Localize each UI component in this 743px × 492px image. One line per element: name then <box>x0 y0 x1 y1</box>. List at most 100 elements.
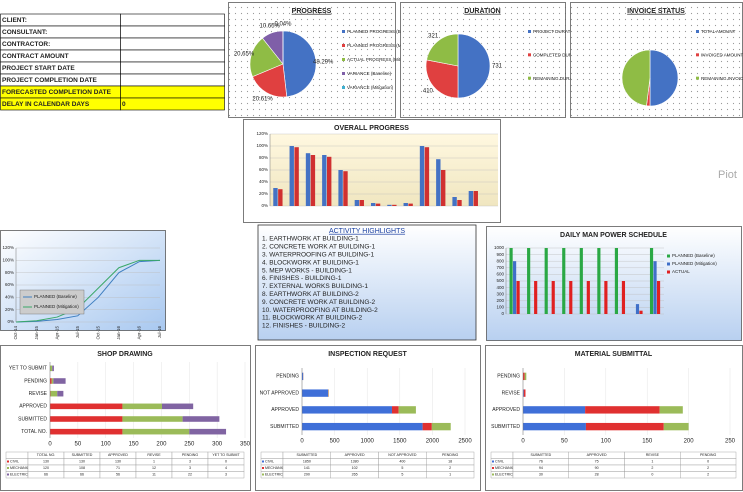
legend-swatch <box>667 262 670 266</box>
bar <box>639 310 643 314</box>
info-label: CONSULTANT: <box>2 29 47 36</box>
bar <box>161 403 194 410</box>
info-label: CONTRACTOR: <box>2 41 50 48</box>
x-tick-label: 100 <box>601 439 612 445</box>
y-tick-label: 1000 <box>494 245 505 250</box>
bar <box>457 200 462 206</box>
table-text: 2 <box>449 466 451 470</box>
x-tick-label: 1000 <box>361 439 375 445</box>
bar <box>656 281 661 314</box>
x-tick-label: Oct-15 <box>95 326 100 340</box>
bar <box>391 406 399 414</box>
bar <box>52 365 54 372</box>
legend-label: INVOICED AMOUNT <box>701 53 743 58</box>
bar <box>375 203 381 206</box>
legend-swatch <box>492 473 494 476</box>
y-tick-label: PENDING <box>497 374 520 380</box>
legend-label: REMAINING DURATION <box>533 76 583 81</box>
bar <box>527 248 531 314</box>
table-text: 94 <box>539 466 543 470</box>
x-tick-label: 2000 <box>426 439 440 445</box>
chart-title: INSPECTION REQUEST <box>328 351 407 358</box>
table-text: 4 <box>225 466 227 470</box>
bar <box>569 281 573 314</box>
table-text: MECHANICAL <box>10 466 34 470</box>
info-value-cell <box>120 37 225 51</box>
bar <box>50 416 123 422</box>
legend-swatch <box>7 473 9 476</box>
bar <box>392 204 397 206</box>
table-text: PENDING <box>442 453 459 457</box>
bar <box>649 248 654 314</box>
table-text: 130 <box>115 460 121 464</box>
info-value-cell <box>120 49 225 63</box>
series-line <box>15 259 160 323</box>
table-text: 90 <box>595 466 599 470</box>
pie-slice <box>282 30 317 98</box>
x-tick-label: 150 <box>129 442 140 448</box>
legend-swatch <box>696 76 699 80</box>
bar <box>424 147 430 206</box>
x-tick-label: 350 <box>240 442 251 448</box>
bar <box>122 428 190 435</box>
info-value-cell <box>120 61 225 75</box>
legend-label: PLANNED (Baseline) <box>672 253 715 258</box>
y-tick-label: 120% <box>2 245 14 250</box>
legend-label: VARIANCE (Baseline) <box>347 71 392 76</box>
legend-swatch <box>262 467 264 469</box>
info-value-cell <box>120 25 225 39</box>
legend-label: ACTUAL PROGRESS (Mitigation) <box>347 57 415 62</box>
bar <box>50 403 123 410</box>
highlight-item: 4. BLOCKWORK AT BUILDING-1 <box>262 259 359 266</box>
table-text: ELECTRICAL <box>265 473 287 477</box>
y-tick-label: 20% <box>259 191 268 196</box>
y-tick-label: 40% <box>259 179 268 184</box>
y-tick-label: 60% <box>5 282 14 287</box>
chart-title: MATERIAL SUBMITTAL <box>575 351 653 358</box>
highlight-item: 11. BLOCKWORK AT BUILDING-2 <box>262 315 362 322</box>
table-text: 2 <box>651 466 653 470</box>
legend-label: ACTUAL <box>672 269 690 274</box>
bar <box>585 406 660 414</box>
table-text: REVISE <box>147 453 161 457</box>
table-text: 0 <box>225 460 227 464</box>
chart-title: DURATION <box>464 8 500 15</box>
table-text: 1380 <box>351 460 359 464</box>
table-text: 30 <box>539 473 543 477</box>
legend-swatch <box>528 76 531 80</box>
table-text: 102 <box>352 466 358 470</box>
table-cell <box>207 471 245 479</box>
table-text: 0 <box>651 473 653 477</box>
table-cell <box>680 471 737 479</box>
table-text: 130 <box>43 460 49 464</box>
x-tick-label: 50 <box>561 439 568 445</box>
table-text: TOTAL NO. <box>37 453 56 457</box>
y-tick-label: YET TO SUBMIT <box>9 366 47 372</box>
y-tick-label: PENDING <box>24 378 47 384</box>
table-cell <box>260 451 284 459</box>
y-tick-label: 40% <box>5 295 14 300</box>
bar <box>523 422 586 431</box>
table-text: MECHANICAL <box>495 466 519 470</box>
table-text: SUBMITTED <box>530 453 551 457</box>
table-text: 76 <box>539 460 543 464</box>
legend-swatch <box>696 53 699 57</box>
bar <box>635 304 640 314</box>
table-text: PENDING <box>700 453 717 457</box>
bar <box>278 189 283 206</box>
table-text: REVISE <box>646 453 660 457</box>
y-tick-label: REVISE <box>502 390 521 396</box>
bar <box>436 159 441 206</box>
table-text: 2 <box>707 473 709 477</box>
bar <box>370 203 376 206</box>
bar <box>523 389 526 397</box>
bar <box>327 156 332 206</box>
y-tick-label: SUBMITTED <box>270 424 299 430</box>
table-text: 28 <box>595 473 599 477</box>
bar <box>523 372 525 381</box>
bar <box>398 406 416 414</box>
bar <box>403 203 408 206</box>
table-text: APPROVED <box>587 453 607 457</box>
bar <box>50 390 58 397</box>
legend-box <box>19 289 85 315</box>
